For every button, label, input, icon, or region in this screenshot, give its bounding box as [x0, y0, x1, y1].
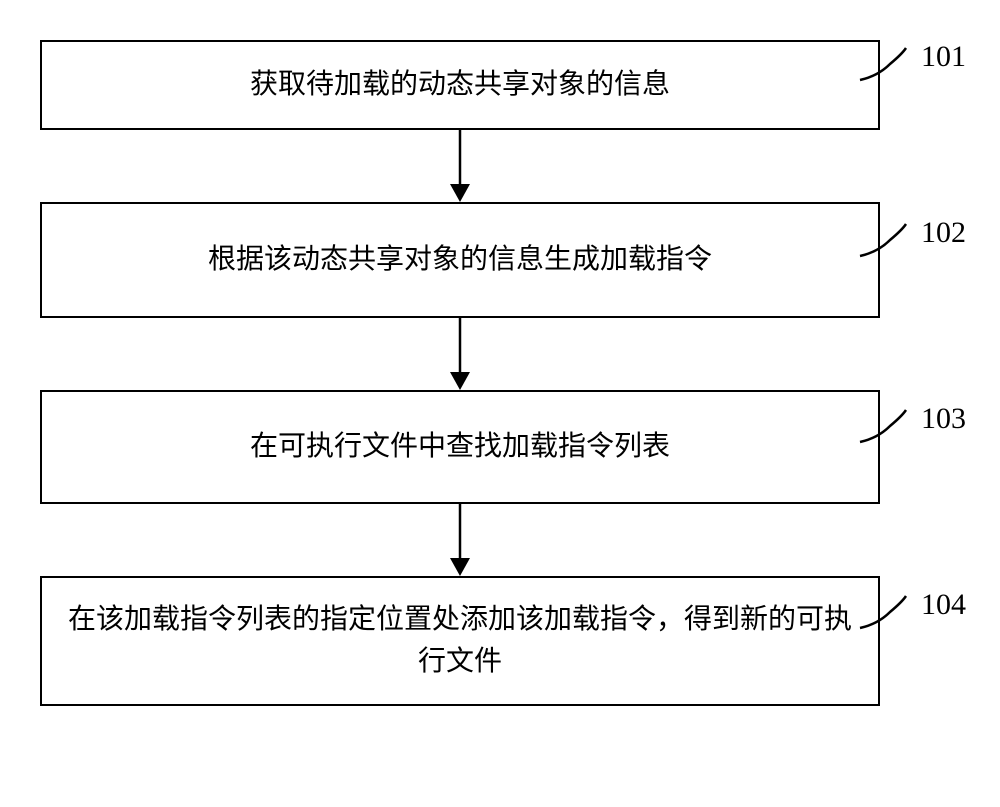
step-label: 101 [921, 40, 966, 74]
step-label: 103 [921, 402, 966, 436]
flowchart-step-102: 根据该动态共享对象的信息生成加载指令102 [40, 202, 960, 318]
flowchart-step-101: 获取待加载的动态共享对象的信息101 [40, 40, 960, 130]
step-text: 获取待加载的动态共享对象的信息 [250, 64, 670, 106]
step-text: 根据该动态共享对象的信息生成加载指令 [208, 239, 712, 281]
step-label: 102 [921, 216, 966, 250]
flow-arrow [40, 504, 880, 576]
step-box: 在该加载指令列表的指定位置处添加该加载指令，得到新的可执行文件 [40, 576, 880, 706]
step-box: 在可执行文件中查找加载指令列表 [40, 390, 880, 504]
step-box: 根据该动态共享对象的信息生成加载指令 [40, 202, 880, 318]
step-box: 获取待加载的动态共享对象的信息 [40, 40, 880, 130]
flowchart-step-103: 在可执行文件中查找加载指令列表103 [40, 390, 960, 504]
step-label: 104 [921, 588, 966, 622]
step-text: 在可执行文件中查找加载指令列表 [250, 426, 670, 468]
flowchart-container: 获取待加载的动态共享对象的信息101 根据该动态共享对象的信息生成加载指令102 在… [40, 40, 960, 706]
step-text: 在该加载指令列表的指定位置处添加该加载指令，得到新的可执行文件 [62, 599, 858, 683]
flow-arrow [40, 130, 880, 202]
flow-arrow [40, 318, 880, 390]
flowchart-step-104: 在该加载指令列表的指定位置处添加该加载指令，得到新的可执行文件104 [40, 576, 960, 706]
